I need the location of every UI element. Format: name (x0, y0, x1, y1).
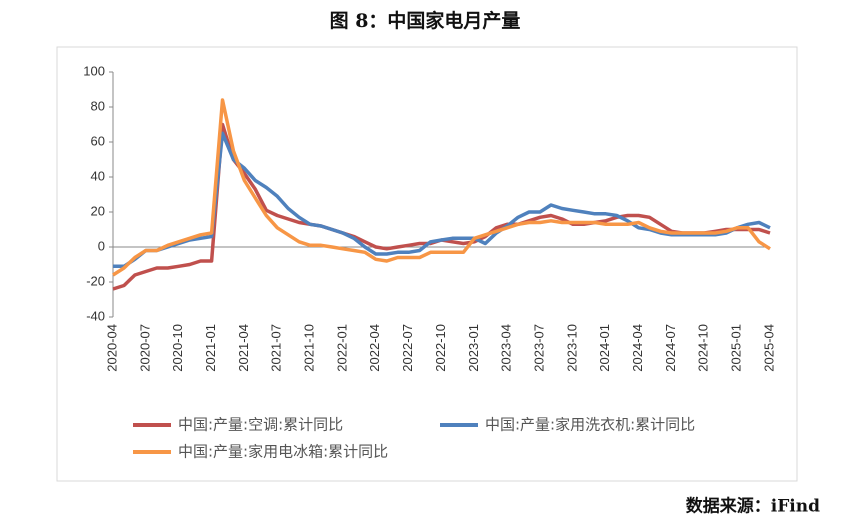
x-tick-label: 2021-04 (236, 324, 251, 372)
chart-frame (56, 46, 798, 482)
x-tick-label: 2022-07 (400, 324, 415, 372)
x-tick-label: 2022-04 (367, 324, 382, 372)
x-tick-label: 2024-10 (696, 324, 711, 372)
y-tick-label: 40 (91, 168, 105, 183)
x-tick-label: 2021-07 (269, 324, 284, 372)
legend-label: 中国:产量:家用洗衣机:累计同比 (485, 416, 695, 434)
x-tick-label: 2020-07 (137, 324, 152, 372)
y-tick-label: 100 (83, 63, 105, 78)
x-tick-label: 2020-04 (104, 324, 119, 372)
x-tick-label: 2023-10 (564, 324, 579, 372)
x-tick-label: 2020-10 (170, 324, 185, 372)
y-tick-label: 0 (98, 238, 105, 253)
x-tick-label: 2025-01 (729, 324, 744, 372)
series-line (112, 122, 771, 291)
x-tick-label: 2025-04 (761, 324, 776, 372)
y-tick-label: 20 (91, 203, 105, 218)
legend-label: 中国:产量:空调:累计同比 (178, 416, 343, 434)
x-tick-label: 2023-01 (466, 324, 481, 372)
y-tick-label: -20 (86, 273, 105, 288)
x-tick-label: 2024-01 (597, 324, 612, 372)
chart-title: 图 8：中国家电月产量 (330, 9, 521, 32)
x-tick-label: 2022-01 (334, 324, 349, 372)
x-tick-label: 2023-04 (499, 324, 514, 372)
x-tick-label: 2024-07 (663, 324, 678, 372)
y-tick-label: -40 (86, 308, 105, 323)
source: 数据来源：iFind (686, 496, 820, 517)
x-tick-label: 2021-01 (203, 324, 218, 372)
series-line (112, 98, 771, 277)
x-tick-label: 2021-10 (302, 324, 317, 372)
y-tick-label: 60 (91, 133, 105, 148)
legend-label: 中国:产量:家用电冰箱:累计同比 (178, 443, 388, 461)
x-tick-label: 2022-10 (433, 324, 448, 372)
x-tick-label: 2023-07 (531, 324, 546, 372)
x-tick-label: 2024-04 (630, 324, 645, 372)
y-tick-label: 80 (91, 98, 105, 113)
